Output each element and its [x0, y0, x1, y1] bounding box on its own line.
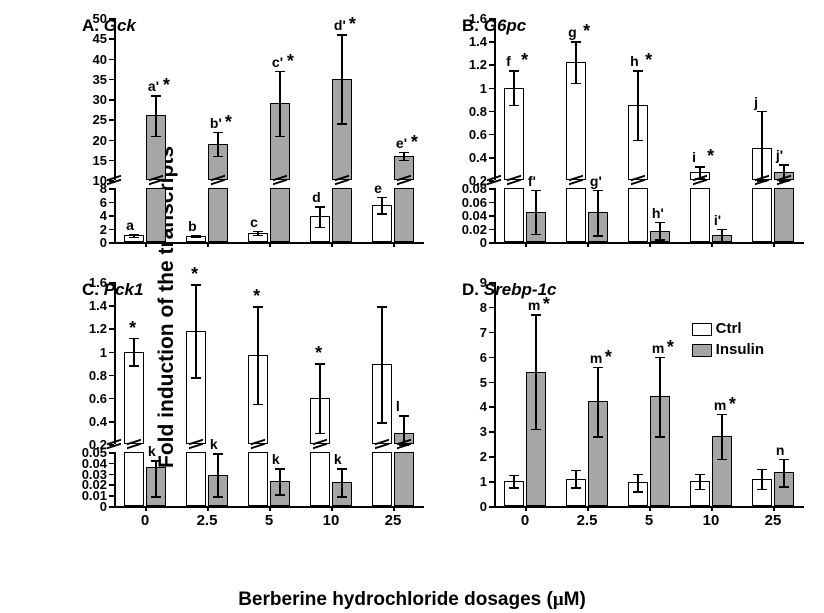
panel-D: D. Srebp-1c012345678902.551025m*m*m*m*n [452, 276, 812, 534]
figure: Fold induction of the transcripts Berber… [0, 0, 824, 613]
x-axis-label: Berberine hydrochloride dosages (μM) [238, 589, 586, 611]
panel-B: B. G6pc00.020.040.060.080.20.40.60.811.2… [452, 12, 812, 270]
legend-ctrl: Ctrl [692, 320, 764, 337]
legend-insulin: Insulin [692, 341, 764, 358]
legend-insulin-swatch [692, 344, 712, 357]
legend: Ctrl Insulin [692, 320, 764, 358]
panel-C: C. Pck100.010.020.030.040.050.20.40.60.8… [72, 276, 432, 534]
panel-A: A. Gck02468101520253035404550aa'*bb'*cc'… [72, 12, 432, 270]
legend-ctrl-swatch [692, 323, 712, 336]
